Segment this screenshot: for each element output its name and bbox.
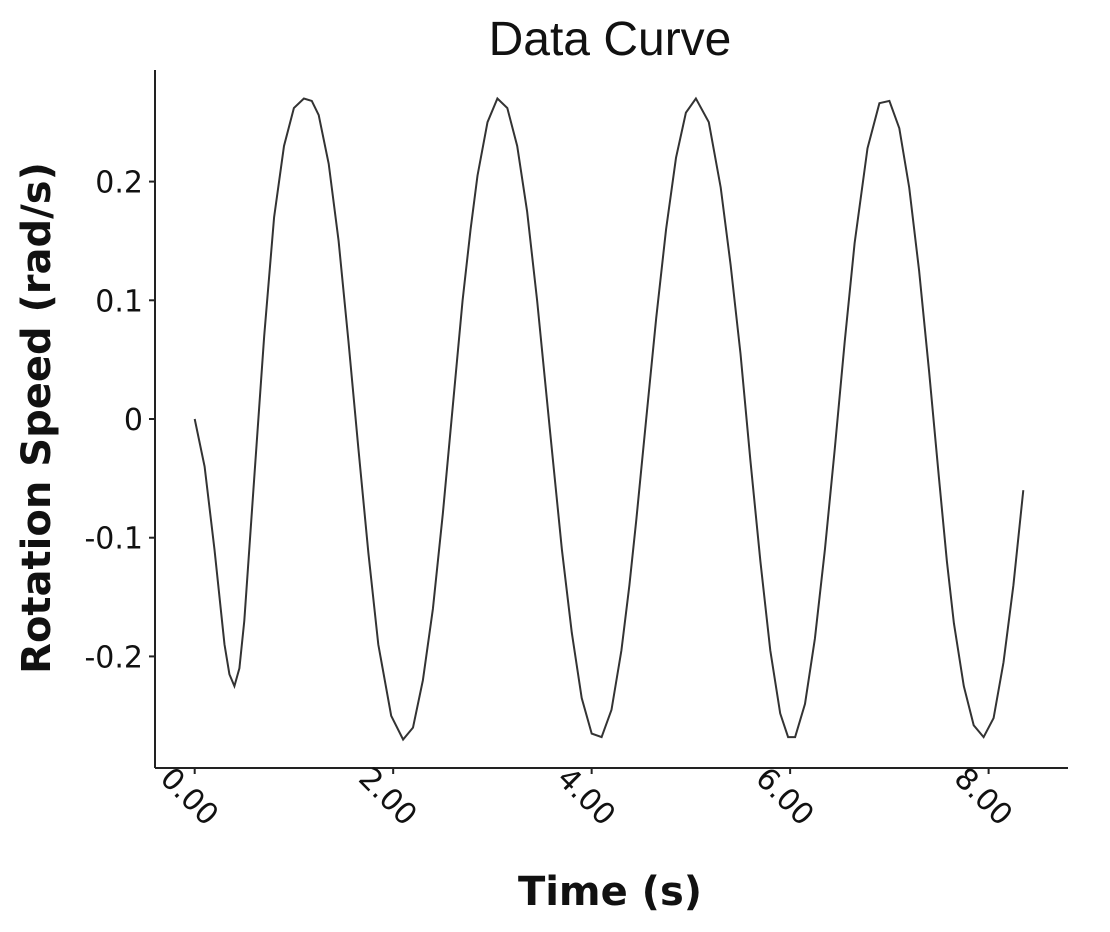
x-tick-label: 2.00 [352, 761, 424, 833]
series-line [193, 96, 1025, 742]
y-axis-label: Rotation Speed (rad/s) [14, 162, 60, 674]
chart-title: Data Curve [489, 13, 732, 66]
y-tick-label: 0 [124, 403, 143, 438]
x-tick-label: 0.00 [153, 761, 225, 833]
tick-group: -0.2 -0.1 0 0.1 0.2 0.00 2.00 4.00 6.00 8.00 [84, 166, 1018, 833]
y-tick-label: 0.2 [95, 166, 143, 201]
x-tick-label: 6.00 [748, 761, 820, 833]
y-tick-label: -0.1 [84, 522, 143, 557]
y-tick-label: -0.2 [84, 640, 143, 675]
x-axis-label: Time (s) [518, 869, 702, 915]
x-tick-label: 4.00 [550, 761, 622, 833]
y-tick-label: 0.1 [95, 284, 143, 319]
series-group [193, 96, 1025, 742]
x-tick-label: 8.00 [947, 761, 1019, 833]
